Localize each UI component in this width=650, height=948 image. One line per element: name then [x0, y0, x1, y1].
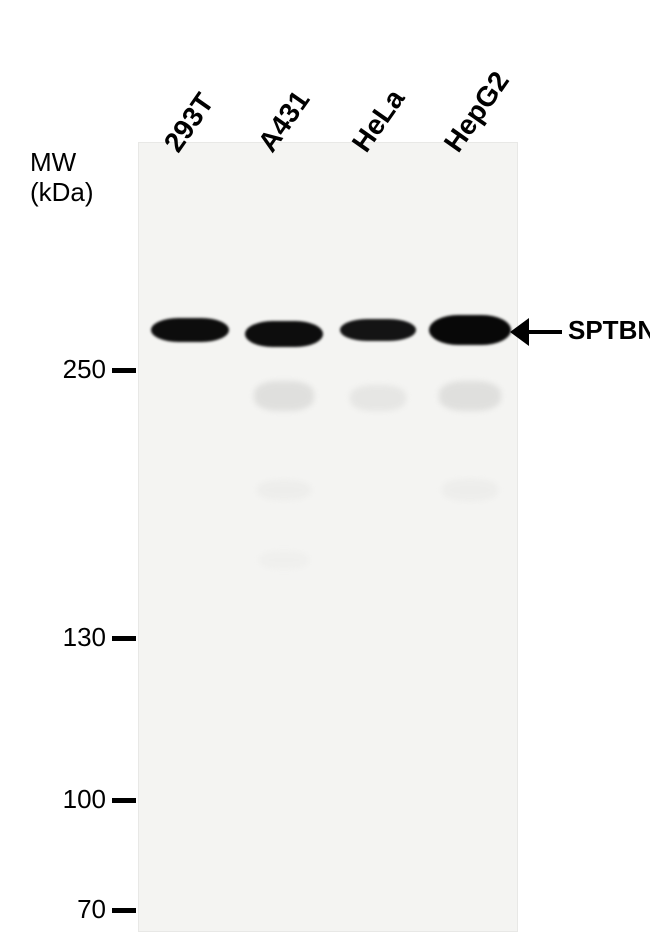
band-hepg2 [429, 315, 511, 345]
band-a431 [245, 321, 323, 347]
protein-name-label: SPTBN1 [568, 315, 650, 346]
mw-axis-title-line2: (kDa) [30, 178, 94, 208]
smear [442, 479, 498, 501]
mw-tick-70 [112, 908, 136, 913]
band-293t [151, 318, 229, 342]
mw-marker-130: 130 [46, 622, 106, 653]
smear [350, 385, 406, 411]
smear [259, 551, 309, 569]
mw-marker-70: 70 [46, 894, 106, 925]
arrow-head-icon [510, 318, 529, 346]
band-hela [340, 319, 416, 341]
mw-tick-100 [112, 798, 136, 803]
arrow-shaft [524, 330, 562, 334]
mw-axis-title: MW (kDa) [30, 148, 94, 208]
mw-tick-250 [112, 368, 136, 373]
western-blot-figure: MW (kDa) 293TA431HeLaHepG2 25013010070 S… [0, 0, 650, 948]
mw-axis-title-line1: MW [30, 148, 94, 178]
mw-marker-250: 250 [46, 354, 106, 385]
smear [254, 381, 314, 411]
smear [439, 381, 501, 411]
mw-tick-130 [112, 636, 136, 641]
blot-membrane [138, 142, 518, 932]
smear [257, 480, 311, 500]
mw-marker-100: 100 [46, 784, 106, 815]
